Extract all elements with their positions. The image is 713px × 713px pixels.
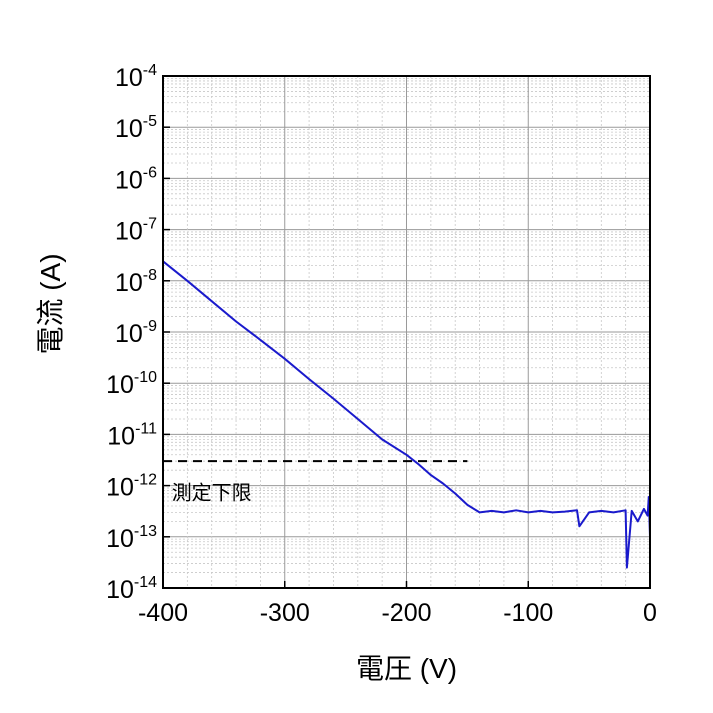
series-group [162,260,651,569]
y-tick-label: 10-10 [106,369,157,399]
y-axis-title: 電流 (A) [35,253,66,354]
x-tick-label: -200 [381,599,431,627]
y-tick-label: 10-4 [115,62,157,92]
y-tick-label: 10-8 [115,267,157,297]
annotation-label: 測定下限 [172,481,252,505]
y-tick-label: 10-11 [107,420,157,450]
y-tick-label: 10-7 [115,216,157,246]
x-tick-label: -400 [138,599,188,627]
x-axis-title: 電圧 (V) [356,653,457,684]
annotations-group: 測定下限 [172,481,252,505]
x-tick-label: 0 [643,599,657,627]
series-line [162,260,651,569]
ticks-group: -400 -300 -200 -100 0 10-14 10-13 10-12 10-11 10-… [106,62,657,627]
y-tick-label: 10-13 [106,523,157,553]
y-tick-label: 10-5 [115,113,157,143]
y-tick-label: 10-9 [115,318,157,348]
y-tick-label: 10-6 [115,164,157,194]
x-tick-label: -100 [503,599,553,627]
y-tick-label: 10-14 [106,574,157,604]
grid [163,76,650,588]
x-tick-label: -300 [260,599,310,627]
y-tick-label: 10-12 [106,472,157,502]
